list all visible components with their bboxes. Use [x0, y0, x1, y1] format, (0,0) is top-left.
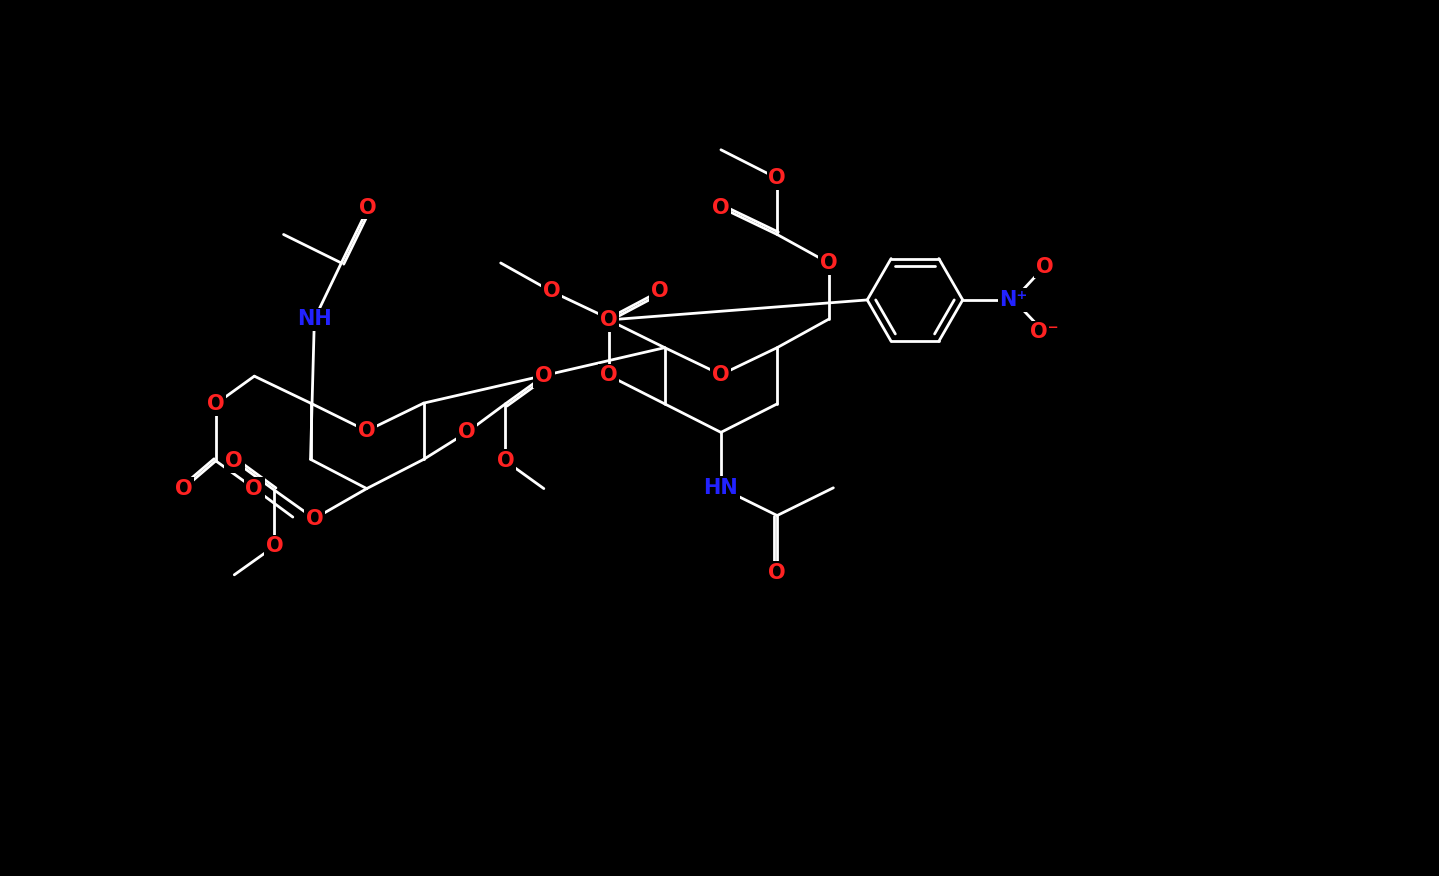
Text: O: O: [543, 281, 560, 301]
Text: O: O: [305, 509, 324, 528]
Text: O: O: [820, 253, 837, 273]
Text: O: O: [496, 451, 514, 471]
Text: O⁻: O⁻: [1030, 322, 1059, 343]
Text: O: O: [1036, 257, 1053, 277]
Text: NH: NH: [296, 309, 332, 329]
Text: O: O: [600, 365, 617, 385]
Text: O: O: [768, 168, 786, 188]
Text: O: O: [246, 478, 263, 498]
Text: O: O: [266, 536, 283, 556]
Text: O: O: [360, 197, 377, 217]
Text: O: O: [600, 310, 617, 330]
Text: O: O: [650, 281, 668, 301]
Text: N⁺: N⁺: [999, 290, 1027, 310]
Text: O: O: [768, 562, 786, 583]
Text: O: O: [458, 422, 476, 442]
Text: O: O: [358, 420, 376, 441]
Text: O: O: [712, 364, 730, 385]
Text: O: O: [226, 451, 243, 471]
Text: O: O: [535, 365, 554, 385]
Text: HN: HN: [704, 477, 738, 498]
Text: O: O: [535, 366, 553, 386]
Text: O: O: [712, 197, 730, 217]
Text: O: O: [174, 478, 193, 498]
Text: O: O: [207, 394, 224, 413]
